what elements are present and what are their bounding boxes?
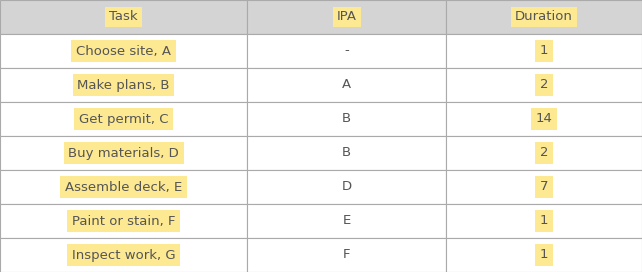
Bar bbox=[247, 238, 446, 272]
Text: B: B bbox=[342, 147, 351, 159]
Text: 1: 1 bbox=[540, 249, 548, 261]
Bar bbox=[446, 204, 642, 238]
Text: B: B bbox=[342, 113, 351, 125]
Text: 1: 1 bbox=[540, 215, 548, 227]
Text: Inspect work, G: Inspect work, G bbox=[72, 249, 175, 261]
Text: Paint or stain, F: Paint or stain, F bbox=[72, 215, 175, 227]
Bar bbox=[247, 136, 446, 170]
Text: F: F bbox=[343, 249, 351, 261]
Bar bbox=[0, 102, 247, 136]
Bar bbox=[446, 102, 642, 136]
Bar bbox=[247, 68, 446, 102]
Bar bbox=[446, 170, 642, 204]
Bar bbox=[0, 136, 247, 170]
Bar bbox=[247, 102, 446, 136]
Text: Make plans, B: Make plans, B bbox=[77, 79, 170, 91]
Bar bbox=[446, 238, 642, 272]
Text: 1: 1 bbox=[540, 45, 548, 57]
Bar bbox=[446, 0, 642, 34]
Text: Choose site, A: Choose site, A bbox=[76, 45, 171, 57]
Bar bbox=[247, 34, 446, 68]
Text: Task: Task bbox=[109, 11, 138, 23]
Text: Get permit, C: Get permit, C bbox=[79, 113, 168, 125]
Text: Duration: Duration bbox=[515, 11, 573, 23]
Bar bbox=[247, 204, 446, 238]
Text: 2: 2 bbox=[540, 147, 548, 159]
Bar bbox=[0, 204, 247, 238]
Text: Assemble deck, E: Assemble deck, E bbox=[65, 181, 182, 193]
Text: 7: 7 bbox=[540, 181, 548, 193]
Text: -: - bbox=[344, 45, 349, 57]
Bar bbox=[446, 34, 642, 68]
Text: IPA: IPA bbox=[336, 11, 357, 23]
Bar bbox=[247, 170, 446, 204]
Bar bbox=[0, 238, 247, 272]
Bar bbox=[0, 34, 247, 68]
Bar bbox=[0, 0, 247, 34]
Text: 14: 14 bbox=[535, 113, 553, 125]
Text: 2: 2 bbox=[540, 79, 548, 91]
Bar bbox=[0, 170, 247, 204]
Bar bbox=[446, 68, 642, 102]
Text: A: A bbox=[342, 79, 351, 91]
Bar bbox=[247, 0, 446, 34]
Text: D: D bbox=[342, 181, 352, 193]
Bar bbox=[446, 136, 642, 170]
Bar bbox=[0, 68, 247, 102]
Text: Buy materials, D: Buy materials, D bbox=[68, 147, 179, 159]
Text: E: E bbox=[343, 215, 351, 227]
